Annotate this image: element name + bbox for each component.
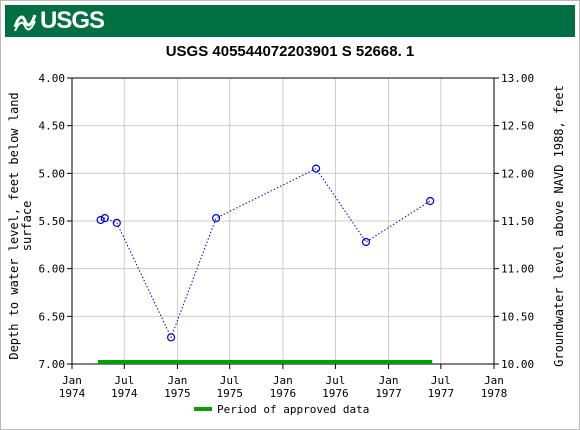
data-point bbox=[212, 214, 221, 223]
x-tick-label-month: Jan bbox=[167, 374, 187, 387]
y-axis-left-label-line2: surface bbox=[20, 201, 34, 252]
x-tick-label-month: Jan bbox=[62, 374, 82, 387]
usgs-wave-icon bbox=[13, 14, 37, 31]
left-tick-label: 5.00 bbox=[39, 167, 66, 180]
chart-title: USGS 405544072203901 S 52668. 1 bbox=[165, 43, 415, 60]
legend-label: Period of approved data bbox=[217, 403, 369, 416]
data-point bbox=[361, 237, 371, 247]
series bbox=[96, 164, 435, 342]
x-tick-label-year: 1975 bbox=[164, 387, 191, 400]
x-tick-label-year: 1974 bbox=[59, 387, 86, 400]
x-tick-label-year: 1976 bbox=[270, 387, 297, 400]
data-point bbox=[426, 196, 435, 206]
x-tick-label-month: Jul bbox=[114, 374, 134, 387]
right-tick-label: 10.50 bbox=[501, 310, 534, 323]
axis-ticks: 4.00 13.00 4.50 12.50 5.00 12.00 5.50 11.50 6.00… bbox=[39, 72, 535, 400]
right-tick-label: 11.50 bbox=[501, 215, 534, 228]
left-tick-label: 7.00 bbox=[39, 358, 66, 371]
data-point bbox=[167, 333, 176, 342]
x-tick-label-month: Jul bbox=[431, 374, 451, 387]
x-tick-label-year: 1977 bbox=[375, 387, 402, 400]
data-point bbox=[96, 215, 105, 225]
left-tick-label: 5.50 bbox=[39, 215, 66, 228]
right-tick-label: 13.00 bbox=[501, 72, 534, 85]
x-tick-label-month: Jul bbox=[325, 374, 345, 387]
usgs-logo-text: USGS bbox=[40, 7, 105, 34]
x-tick-label-year: 1977 bbox=[428, 387, 455, 400]
grid bbox=[72, 78, 494, 364]
x-tick-label-year: 1978 bbox=[481, 387, 508, 400]
left-tick-label: 6.00 bbox=[39, 263, 66, 276]
data-point bbox=[112, 218, 121, 227]
y-axis-right-label: Groundwater level above NAVD 1988, feet bbox=[552, 85, 566, 367]
right-tick-label: 12.50 bbox=[501, 120, 534, 133]
series-line bbox=[100, 167, 431, 339]
left-tick-label: 4.00 bbox=[39, 72, 66, 85]
left-tick-label: 4.50 bbox=[39, 120, 66, 133]
left-tick-label: 6.50 bbox=[39, 310, 66, 323]
x-tick-label-month: Jan bbox=[273, 374, 293, 387]
right-tick-label: 10.00 bbox=[501, 358, 534, 371]
usgs-logo[interactable]: USGS bbox=[13, 7, 105, 34]
right-tick-label: 11.00 bbox=[501, 263, 534, 276]
data-point bbox=[100, 214, 110, 223]
data-point bbox=[312, 164, 321, 173]
x-tick-label-month: Jul bbox=[220, 374, 240, 387]
x-tick-label-year: 1975 bbox=[216, 387, 243, 400]
x-tick-label-month: Jan bbox=[379, 374, 399, 387]
y-axis-left-label: Depth to water level, feet below land bbox=[7, 92, 21, 359]
right-tick-label: 12.00 bbox=[501, 167, 534, 180]
x-tick-label-month: Jan bbox=[484, 374, 504, 387]
x-tick-label-year: 1976 bbox=[322, 387, 349, 400]
x-tick-label-year: 1974 bbox=[111, 387, 138, 400]
usgs-banner: USGS bbox=[5, 5, 575, 37]
